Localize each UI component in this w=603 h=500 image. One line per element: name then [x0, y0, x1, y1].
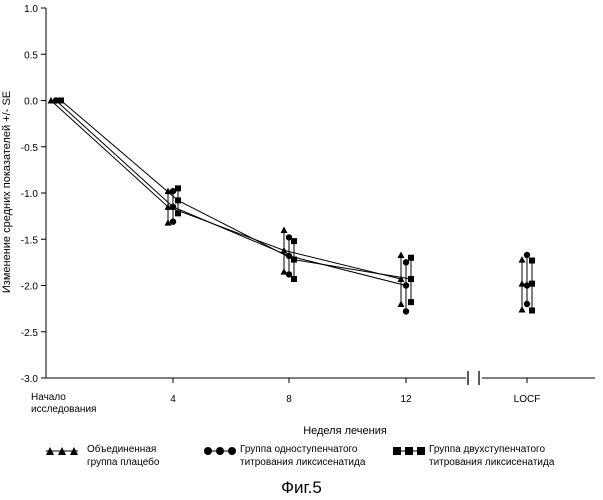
x-tick-label-locf: LOCF [514, 394, 541, 405]
x-tick-label-baseline-2: исследования [31, 404, 96, 415]
error-cap-marker [403, 308, 409, 314]
x-tick-label-baseline-1: Начало [31, 392, 66, 403]
legend-label-line2: группа плацебо [87, 457, 159, 469]
data-point [403, 282, 409, 288]
series-3 [58, 98, 535, 314]
error-cap-marker [524, 252, 530, 258]
y-tick-label: -1.0 [21, 189, 39, 200]
series-1 [48, 97, 526, 313]
axes: 1.0 0.5 0.0 -0.5 -1.0 -1.5 -2.0 -2.5 -3.0 [21, 4, 595, 385]
circle-marker-icon [203, 446, 237, 456]
error-cap-marker [175, 185, 181, 191]
figure-caption: Фиг.5 [0, 478, 603, 498]
data-point [529, 281, 535, 287]
series-line [51, 101, 401, 280]
x-tick-label-12: 12 [400, 394, 412, 405]
y-tick-label: 1.0 [24, 4, 38, 15]
chart: 1.0 0.5 0.0 -0.5 -1.0 -1.5 -2.0 -2.5 -3.0 Измене… [0, 0, 603, 478]
legend-label-line2: титрования ликсисенатида [240, 457, 365, 469]
y-tick-label: -1.5 [21, 235, 39, 246]
x-tick-label-8: 8 [286, 394, 292, 405]
y-tick-label: 0.5 [24, 50, 38, 61]
y-tick-label: -0.5 [21, 143, 39, 154]
data-point [58, 98, 64, 104]
y-tick-label: 0.0 [24, 97, 38, 108]
error-cap-marker [398, 251, 405, 258]
error-cap-marker [398, 301, 405, 308]
y-tick-label: -3.0 [21, 374, 39, 385]
error-cap-marker [175, 210, 181, 216]
error-cap-marker [529, 307, 535, 313]
data-point [291, 257, 297, 263]
data-point [408, 276, 414, 282]
error-cap-marker [291, 276, 297, 282]
legend-label-line1: Группа двухступенчатого [429, 444, 545, 456]
legend-label-line1: Группа одноступенчатого [240, 444, 358, 456]
data-point [170, 204, 176, 210]
series-line [61, 101, 411, 280]
error-cap-marker [291, 238, 297, 244]
triangle-marker-icon [45, 446, 79, 456]
series-layer [48, 97, 536, 315]
x-tick-label-4: 4 [170, 394, 176, 405]
error-cap-marker [524, 301, 530, 307]
y-tick-label: -2.0 [21, 282, 39, 293]
error-cap-marker [408, 299, 414, 305]
error-cap-marker [529, 258, 535, 264]
error-cap-marker [281, 227, 288, 234]
data-point [175, 197, 181, 203]
legend-label-line1: Объединенная [87, 444, 156, 456]
x-axis-label: Неделя лечения [303, 425, 387, 437]
error-cap-marker [519, 306, 526, 313]
error-cap-marker [170, 218, 176, 224]
error-cap-marker [519, 256, 526, 263]
y-tick-label: -2.5 [21, 328, 39, 339]
y-axis-label: Изменение средних показателей +/- SE [1, 91, 13, 293]
series-line [56, 101, 406, 286]
error-cap-marker [408, 255, 414, 261]
legend-label-line2: титрования ликсисенатида [429, 457, 554, 469]
square-marker-icon [392, 446, 426, 456]
